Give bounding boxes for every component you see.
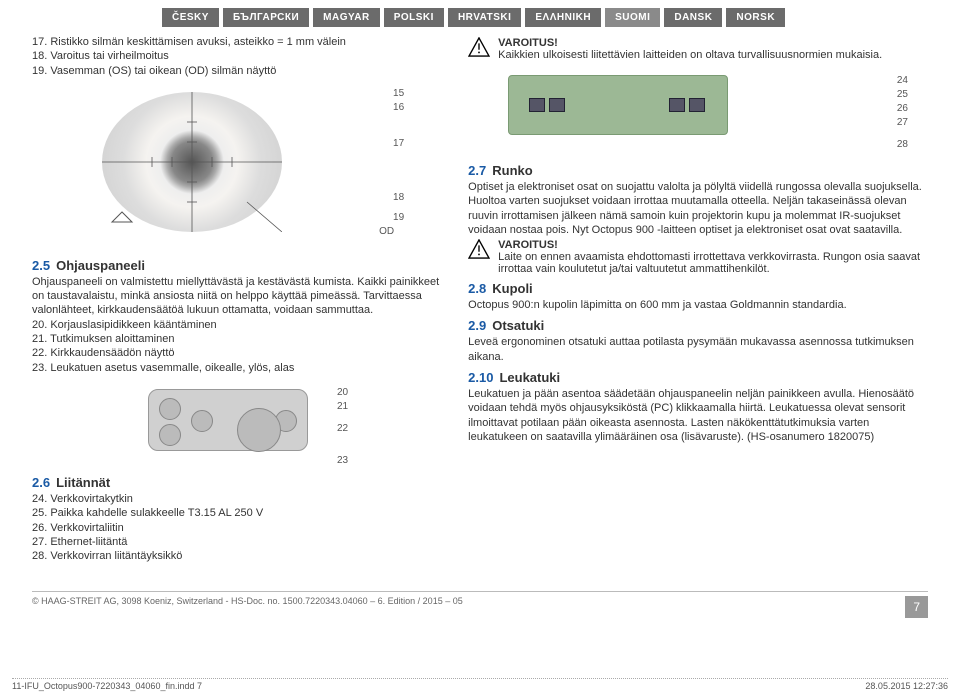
sec-2-7-heading: 2.7Runko (468, 163, 928, 178)
callout-20: 20 (337, 387, 348, 398)
warn1-title: VAROITUS! (498, 37, 928, 49)
print-meta: 11-IFU_Octopus900-7220343_04060_fin.indd… (12, 678, 948, 691)
port-1 (529, 98, 545, 112)
right-column: VAROITUS! Kaikkien ulkoisesti liitettävi… (468, 35, 928, 563)
connector-figure: 24 25 26 27 28 (468, 67, 928, 157)
callout-22: 22 (337, 423, 348, 434)
item-17: 17. Ristikko silmän keskittämisen avuksi… (32, 35, 444, 49)
callout-26: 26 (897, 103, 908, 114)
lang-tab-magyar[interactable]: MAGYAR (313, 8, 380, 27)
sec-2-8-body: Octopus 900:n kupolin läpimitta on 600 m… (468, 298, 928, 312)
callout-21: 21 (337, 401, 348, 412)
pad-btn-tl (159, 398, 181, 420)
pad-btn-bl (159, 424, 181, 446)
pad-btn-ml (191, 410, 213, 432)
warning-2: VAROITUS! Laite on ennen avaamista ehdot… (468, 239, 928, 275)
lang-tab-български[interactable]: БЪЛГАРСКИ (223, 8, 309, 27)
callout-16: 16 (393, 102, 404, 113)
meta-file: 11-IFU_Octopus900-7220343_04060_fin.indd… (12, 681, 202, 691)
item-19: 19. Vasemman (OS) tai oikean (OD) silmän… (32, 64, 444, 78)
warn2-body: Laite on ennen avaamista ehdottomasti ir… (498, 251, 928, 275)
control-pad-figure: 20 21 22 23 (118, 379, 358, 469)
lang-tab-norsk[interactable]: NORSK (726, 8, 785, 27)
sec-2-6-heading: 2.6Liitännät (32, 475, 444, 490)
callout-od: OD (379, 226, 394, 237)
lang-tab-dansk[interactable]: DANSK (664, 8, 722, 27)
lang-tab-polski[interactable]: POLSKI (384, 8, 444, 27)
language-bar: ČESKYБЪЛГАРСКИMAGYARPOLSKIHRVATSKIΕΛΛΗΝΙ… (162, 8, 928, 27)
callout-23: 23 (337, 455, 348, 466)
item-18: 18. Varoitus tai virheilmoitus (32, 49, 444, 63)
sec-2-8-heading: 2.8Kupoli (468, 281, 928, 296)
sec-2-7-body: Optiset ja elektroniset osat on suojattu… (468, 180, 928, 237)
callout-19: 19 (393, 212, 404, 223)
warning-icon (468, 37, 490, 57)
meta-stamp: 28.05.2015 12:27:36 (865, 681, 948, 691)
callout-15: 15 (393, 88, 404, 99)
list-20-23: 20. Korjauslasipidikkeen kääntäminen 21.… (32, 318, 444, 375)
warning-icon (468, 239, 490, 259)
callout-25: 25 (897, 89, 908, 100)
sec-2-5-body: Ohjauspaneeli on valmistettu miellyttävä… (32, 275, 444, 318)
eye-figure: 15 16 17 18 19 OD (32, 82, 444, 252)
warn1-body: Kaikkien ulkoisesti liitettävien laittei… (498, 49, 928, 61)
connector-box (508, 75, 728, 135)
sec-2-10-heading: 2.10Leukatuki (468, 370, 928, 385)
list-17-19: 17. Ristikko silmän keskittämisen avuksi… (32, 35, 444, 78)
list-24-28: 24. Verkkovirtakytkin 25. Paikka kahdell… (32, 492, 444, 563)
sec-2-9-heading: 2.9Otsatuki (468, 318, 928, 333)
warn2-title: VAROITUS! (498, 239, 928, 251)
callout-28: 28 (897, 139, 908, 150)
lang-tab-hrvatski[interactable]: HRVATSKI (448, 8, 521, 27)
copyright: © HAAG-STREIT AG, 3098 Koeniz, Switzerla… (32, 596, 463, 618)
pad-body (148, 389, 308, 451)
sec-2-5-heading: 2.5Ohjauspaneeli (32, 258, 444, 273)
port-2 (549, 98, 565, 112)
callout-24: 24 (897, 75, 908, 86)
left-column: 17. Ristikko silmän keskittämisen avuksi… (32, 35, 444, 563)
footer: © HAAG-STREIT AG, 3098 Koeniz, Switzerla… (32, 591, 928, 618)
warning-1: VAROITUS! Kaikkien ulkoisesti liitettävi… (468, 37, 928, 61)
callout-18: 18 (393, 192, 404, 203)
port-4 (689, 98, 705, 112)
crosshair-overlay (102, 92, 282, 232)
page-number: 7 (905, 596, 928, 618)
sec-2-10-body: Leukatuen ja pään asentoa säädetään ohja… (468, 387, 928, 444)
lang-tab-ελληνικη[interactable]: ΕΛΛΗΝΙΚΗ (525, 8, 601, 27)
sec-2-9-body: Leveä ergonominen otsatuki auttaa potila… (468, 335, 928, 364)
pad-dpad (237, 408, 281, 452)
callout-27: 27 (897, 117, 908, 128)
port-3 (669, 98, 685, 112)
lang-tab-suomi[interactable]: SUOMI (605, 8, 660, 27)
callout-17: 17 (393, 138, 404, 149)
lang-tab-česky[interactable]: ČESKY (162, 8, 219, 27)
